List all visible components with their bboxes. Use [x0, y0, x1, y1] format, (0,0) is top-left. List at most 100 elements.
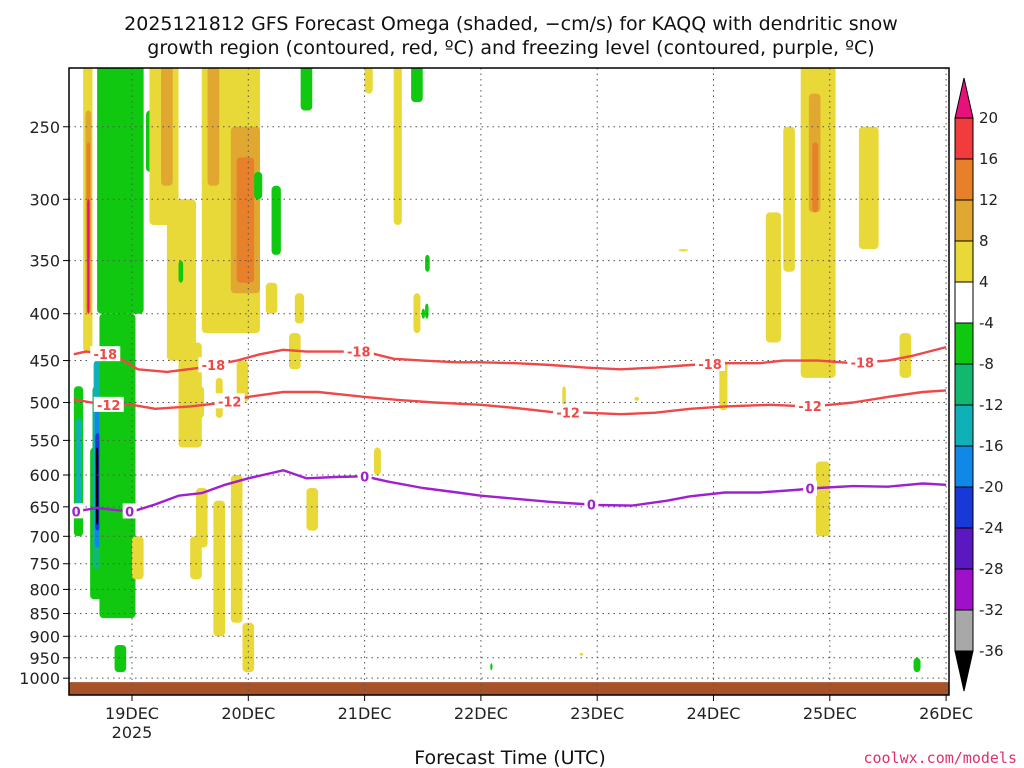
contour-label-bg	[69, 503, 84, 519]
colorbar-bottom-arrow	[954, 650, 974, 692]
omega-shade-region	[99, 313, 136, 619]
omega-shade-region	[236, 360, 249, 403]
colorbar-band	[954, 363, 974, 406]
omega-shade-region	[207, 68, 220, 186]
contour-label-bg	[214, 393, 245, 409]
omega-shade-region	[765, 212, 781, 343]
contour-label-bg	[343, 343, 374, 359]
contour-label--12: -12	[97, 399, 121, 414]
colorbar-label: -8	[979, 355, 994, 373]
ground-fill	[69, 682, 949, 695]
y-tick-label: 1000	[19, 669, 60, 688]
pressure-axis: 250 300 350 400 450 500 550 600 650 700 750 800 850 9…	[19, 118, 69, 688]
omega-shade-region	[230, 474, 243, 623]
colorbar-band	[954, 527, 974, 570]
colorbar-band	[954, 281, 974, 324]
omega-shade-region	[236, 157, 255, 283]
x-tick-sublabel: 2025	[112, 723, 153, 742]
chart-title-line-2: growth region (contoured, red, ºC) and f…	[147, 37, 874, 59]
omega-shade-region	[393, 68, 402, 225]
colorbar-label: 20	[979, 109, 998, 127]
colorbar-band	[954, 322, 974, 365]
colorbar-label: -24	[979, 519, 1004, 537]
omega-shade-region	[373, 447, 381, 475]
y-tick-label: 900	[29, 627, 60, 646]
colorbar-label: -32	[979, 601, 1004, 619]
contour-label--12: -12	[218, 395, 242, 410]
contour-line--18	[73, 345, 947, 374]
omega-shade-region	[178, 260, 184, 283]
contour-label-bg	[122, 503, 137, 519]
omega-shade-region	[634, 396, 640, 401]
contour-label-0: 0	[360, 470, 369, 485]
omega-shade-region	[899, 333, 912, 378]
x-tick-label: 24DEC	[687, 704, 741, 723]
x-tick-label: 26DEC	[919, 704, 973, 723]
y-tick-label: 800	[29, 580, 60, 599]
omega-shade-region	[678, 249, 688, 252]
omega-shade-region	[195, 488, 208, 548]
contour-label-bg	[198, 357, 229, 373]
omega-shade-region	[254, 171, 263, 200]
contour-label-bg	[584, 496, 599, 512]
chart-title-line-1: 2025121812 GFS Forecast Omega (shaded, −…	[124, 13, 898, 35]
contour-label-bg	[90, 346, 121, 362]
x-tick-label: 21DEC	[338, 704, 392, 723]
terrain-ground	[69, 682, 949, 695]
omega-shade-region	[306, 488, 319, 531]
omega-shade-region	[490, 663, 493, 671]
colorbar-band	[954, 404, 974, 447]
contour-label-bg	[93, 396, 124, 412]
omega-shade-region	[97, 68, 144, 314]
omega-shade-region	[300, 68, 313, 111]
credit-text: coolwx.com/models	[863, 749, 1017, 767]
omega-shade-region	[425, 303, 429, 319]
colorbar-label: 16	[979, 150, 998, 168]
y-tick-label: 600	[29, 466, 60, 485]
omega-shade-region	[425, 254, 430, 272]
colorbar-label: 8	[979, 232, 989, 250]
colorbar-label: -4	[979, 314, 994, 332]
colorbar-band	[954, 609, 974, 652]
contour-label-bg	[803, 480, 818, 496]
colorbar-label: -16	[979, 437, 1004, 455]
colorbar-label: -12	[979, 396, 1004, 414]
contour-label--18: -18	[698, 358, 722, 373]
colorbar-label: -28	[979, 560, 1004, 578]
omega-shade-region	[120, 308, 124, 319]
omega-shade-region	[579, 652, 584, 656]
contour-label-0: 0	[806, 483, 815, 498]
y-tick-label: 850	[29, 605, 60, 624]
colorbar-band	[954, 158, 974, 201]
colorbar-top-arrow	[954, 77, 974, 119]
contour-label--18: -18	[347, 346, 371, 361]
x-axis-label: Forecast Time (UTC)	[414, 747, 605, 768]
contour-label--12: -12	[556, 406, 580, 421]
colorbar-band	[954, 199, 974, 242]
omega-shade-region	[213, 500, 226, 637]
omega-shade-region	[114, 645, 127, 673]
x-tick-label: 25DEC	[803, 704, 857, 723]
contour-labels: -18 -18 -18 -18 -18 -12 -12 -12 -12 0 0 0 0 0	[69, 343, 878, 520]
colorbar-label: -20	[979, 478, 1004, 496]
contour-label--12: -12	[798, 400, 822, 415]
omega-shade-region	[265, 282, 278, 314]
omega-shade-region	[132, 536, 144, 580]
x-tick-label: 19DEC	[105, 704, 159, 723]
y-tick-label: 300	[29, 190, 60, 209]
contour-label-bg	[695, 355, 726, 371]
contour-label-bg	[553, 404, 584, 420]
contour-label-bg	[795, 398, 826, 414]
omega-shade-region	[161, 68, 173, 186]
omega-shade-region	[271, 185, 281, 255]
y-tick-label: 250	[29, 118, 60, 137]
omega-shade-region	[815, 461, 830, 537]
omega-shade-region	[411, 68, 423, 103]
colorbar-label: -36	[979, 642, 1004, 660]
y-tick-label: 700	[29, 527, 60, 546]
omega-shade-region	[173, 237, 184, 304]
colorbar-label: 12	[979, 191, 998, 209]
colorbar-label: 4	[979, 273, 989, 291]
